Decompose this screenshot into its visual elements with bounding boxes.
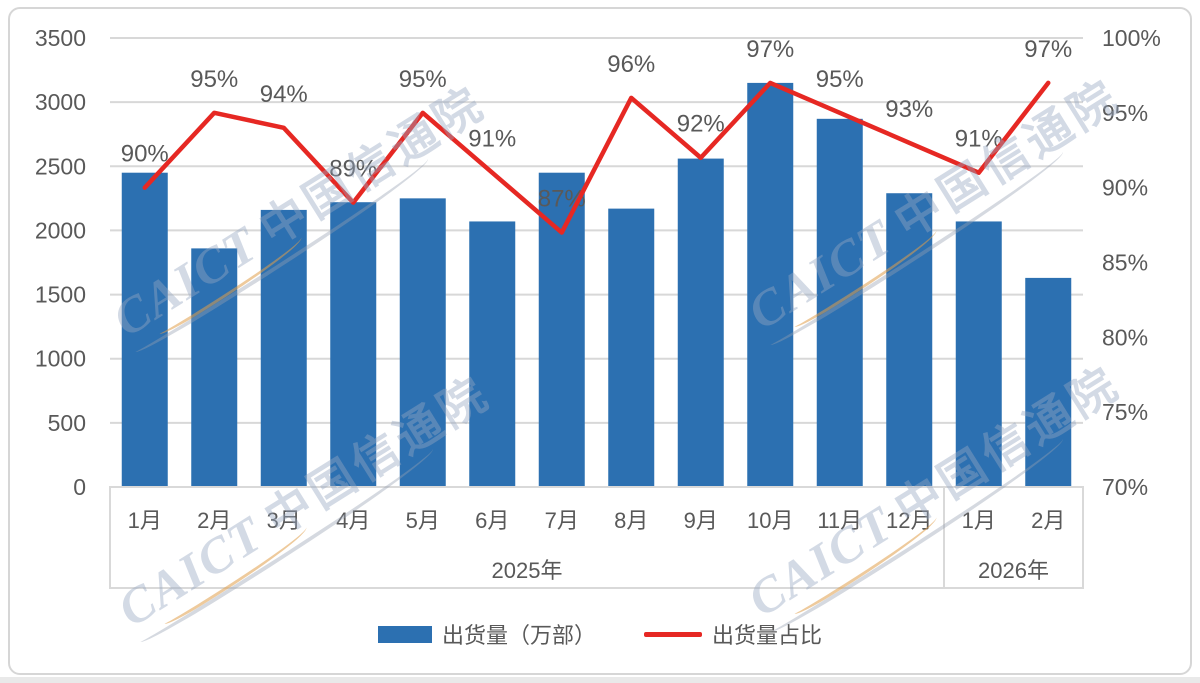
line-data-label: 95% (190, 66, 238, 93)
bar (260, 209, 307, 487)
bottom-strip (0, 677, 1200, 683)
line-data-label: 96% (607, 51, 655, 78)
line-data-label: 95% (399, 66, 447, 93)
month-label: 1月 (962, 508, 996, 533)
right-axis-tick: 95% (1102, 100, 1148, 126)
line-data-label: 94% (260, 81, 308, 108)
legend-item-share: 出货量占比 (644, 618, 822, 650)
month-label: 6月 (475, 508, 509, 533)
bar (886, 193, 933, 487)
line-series-swatch (644, 631, 702, 637)
month-label: 7月 (545, 508, 579, 533)
year-label: 2026年 (978, 558, 1049, 583)
left-axis-tick: 500 (48, 410, 86, 436)
line-data-label: 91% (955, 126, 1003, 153)
line-data-label: 97% (746, 36, 794, 63)
bar (330, 202, 377, 487)
bar (121, 172, 168, 487)
month-label: 2月 (1031, 508, 1065, 533)
right-axis-tick: 100% (1102, 25, 1161, 51)
line-data-label: 90% (121, 141, 169, 168)
bar (1025, 277, 1072, 487)
bar (955, 221, 1002, 487)
bar-series-label: 出货量（万部） (441, 623, 596, 648)
line-data-label: 91% (468, 126, 516, 153)
month-label: 10月 (747, 508, 793, 533)
month-label: 3月 (267, 508, 301, 533)
bar (747, 82, 794, 488)
right-axis-tick: 70% (1102, 474, 1148, 500)
right-axis-tick: 75% (1102, 399, 1148, 425)
share-line (142, 80, 1051, 235)
month-label: 1月 (128, 508, 162, 533)
bar (816, 118, 863, 487)
month-label: 5月 (406, 508, 440, 533)
left-axis-tick: 0 (73, 474, 86, 500)
left-axis-tick: 2500 (35, 153, 86, 179)
legend: 出货量（万部） 出货量占比 (0, 618, 1200, 650)
category-axis-box (109, 486, 1084, 589)
right-axis-tick: 85% (1102, 250, 1148, 276)
bar (399, 198, 446, 487)
line-series-label: 出货量占比 (712, 623, 823, 648)
left-axis-tick: 2000 (35, 217, 86, 243)
month-label: 2月 (197, 508, 231, 533)
line-data-label: 95% (816, 66, 864, 93)
bar (191, 248, 238, 487)
bar-series-swatch (377, 625, 432, 643)
bar (469, 221, 516, 487)
bar (538, 172, 585, 487)
left-axis-tick: 3500 (35, 25, 86, 51)
line-data-label: 89% (329, 156, 377, 183)
bar (608, 208, 655, 487)
month-label: 12月 (886, 508, 932, 533)
left-axis-tick: 1000 (35, 346, 86, 372)
legend-item-shipments: 出货量（万部） (377, 618, 596, 650)
month-label: 11月 (817, 508, 862, 533)
month-label: 9月 (684, 508, 718, 533)
line-data-label: 97% (1024, 36, 1072, 63)
right-axis-tick: 90% (1102, 175, 1148, 201)
year-label: 2025年 (492, 558, 563, 583)
right-axis-tick: 80% (1102, 324, 1148, 350)
line-data-label: 92% (677, 111, 725, 138)
bar (677, 158, 724, 488)
month-label: 8月 (614, 508, 648, 533)
left-axis-tick: 1500 (35, 282, 86, 308)
month-label: 4月 (336, 508, 370, 533)
left-axis-tick: 3000 (35, 89, 86, 115)
line-data-label: 93% (885, 96, 933, 123)
